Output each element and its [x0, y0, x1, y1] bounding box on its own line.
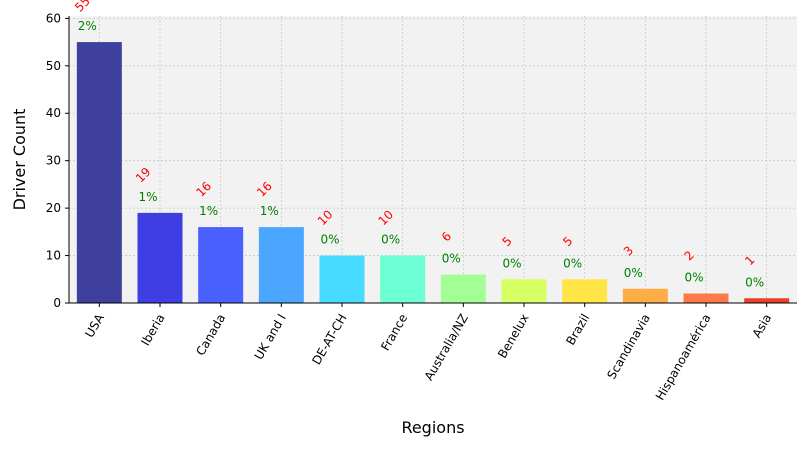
y-tick-label-6: 60 — [46, 11, 61, 25]
x-axis-title: Regions — [401, 418, 464, 437]
percent-label-5: 0% — [381, 233, 400, 247]
x-tick-label-1: Iberia — [138, 312, 167, 349]
bar-0 — [76, 42, 122, 303]
x-tick-label-7: Benelux — [495, 312, 531, 361]
x-tick-label-6: Australia/NZ — [422, 312, 471, 383]
x-tick-label-3: UK and I — [252, 312, 289, 363]
bar-9 — [622, 288, 668, 303]
x-tick-label-2: Canada — [193, 312, 228, 359]
bar-10 — [683, 293, 729, 303]
y-tick-label-0: 0 — [53, 296, 61, 310]
y-tick-label-2: 20 — [46, 201, 61, 215]
percent-label-9: 0% — [624, 266, 643, 280]
bar-3 — [258, 227, 304, 303]
percent-label-11: 0% — [745, 275, 764, 289]
bar-5 — [380, 255, 426, 303]
percent-label-3: 1% — [260, 204, 279, 218]
bar-11 — [744, 298, 790, 303]
bars — [76, 42, 790, 303]
percent-label-1: 1% — [138, 190, 157, 204]
bar-2 — [198, 227, 244, 303]
x-tick-label-11: Asia — [750, 312, 775, 341]
percent-label-8: 0% — [563, 256, 582, 270]
bar-4 — [319, 255, 365, 303]
x-tick-label-0: USA — [82, 311, 107, 340]
percent-label-0: 2% — [78, 19, 97, 33]
x-tick-label-9: Scandinavia — [604, 312, 653, 382]
bar-7 — [501, 279, 547, 303]
y-tick-label-1: 10 — [46, 249, 61, 263]
y-axis-title: Driver Count — [10, 109, 29, 211]
bar-8 — [562, 279, 608, 303]
percent-label-10: 0% — [684, 271, 703, 285]
x-tick-label-8: Brazil — [563, 312, 592, 348]
y-tick-label-3: 30 — [46, 154, 61, 168]
bar-1 — [137, 212, 183, 303]
x-tick-label-5: France — [378, 312, 410, 354]
percent-label-7: 0% — [502, 256, 521, 270]
percent-label-6: 0% — [442, 252, 461, 266]
y-tick-label-4: 40 — [46, 106, 61, 120]
count-label-0: 55 — [72, 0, 93, 15]
bar-6 — [440, 274, 486, 303]
percent-label-4: 0% — [320, 233, 339, 247]
x-tick-label-10: Hispanoamérica — [653, 312, 714, 403]
y-tick-label-5: 50 — [46, 59, 61, 73]
percent-label-2: 1% — [199, 204, 218, 218]
x-tick-label-4: DE-AT-CH — [309, 312, 349, 368]
